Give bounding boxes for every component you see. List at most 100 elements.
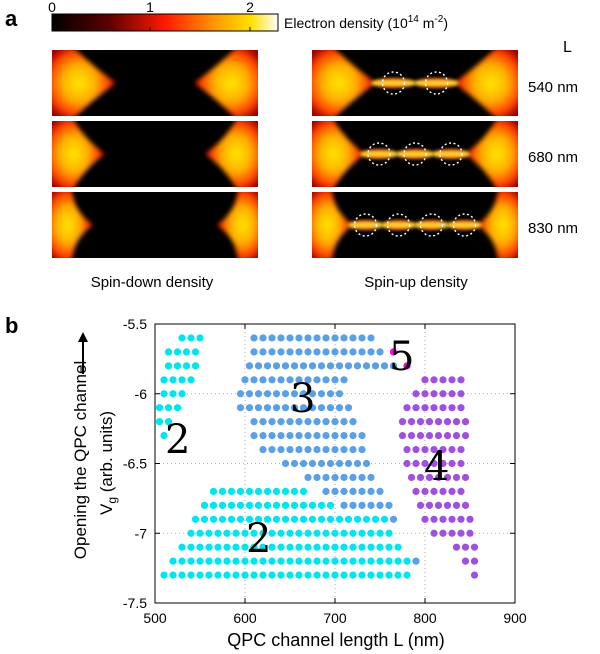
data-point	[421, 515, 429, 523]
localized-spot	[447, 220, 482, 230]
series-4	[398, 376, 479, 579]
data-point	[259, 557, 267, 565]
data-point	[164, 404, 173, 412]
data-point	[304, 529, 312, 537]
data-point	[259, 376, 267, 384]
data-point	[164, 418, 173, 426]
region-label-5: 5	[389, 334, 414, 380]
data-point	[385, 543, 393, 551]
y-tick-label: -5.5	[123, 316, 147, 332]
data-point	[376, 501, 384, 509]
data-point	[335, 404, 344, 412]
y-tick-label: -7.5	[123, 595, 147, 611]
data-point	[299, 390, 308, 398]
data-point	[322, 334, 330, 342]
data-point	[403, 571, 411, 579]
data-point	[430, 515, 438, 523]
data-point	[326, 459, 335, 468]
data-point	[250, 432, 258, 440]
data-point	[182, 362, 191, 370]
data-point	[331, 543, 339, 551]
data-point	[349, 571, 357, 579]
data-point	[304, 445, 312, 454]
data-point	[358, 571, 366, 579]
data-point	[389, 348, 398, 356]
data-point	[277, 348, 285, 356]
data-point	[331, 529, 339, 537]
data-point	[380, 515, 389, 523]
data-point	[416, 418, 425, 426]
data-point	[250, 334, 258, 342]
y-tick-label: -7	[135, 525, 148, 541]
data-point	[461, 473, 470, 482]
data-point	[322, 529, 330, 537]
data-point	[457, 515, 465, 523]
data-point	[344, 459, 353, 468]
data-point	[457, 376, 465, 384]
data-point	[295, 571, 303, 579]
data-point	[304, 376, 312, 384]
data-point	[299, 501, 308, 509]
data-point	[313, 334, 321, 342]
data-point	[223, 529, 231, 537]
data-point	[443, 418, 452, 426]
data-point	[335, 459, 344, 468]
data-point	[461, 432, 470, 440]
x-tick-label: 800	[413, 610, 437, 626]
data-point	[340, 432, 348, 440]
data-point	[430, 404, 438, 412]
data-point	[340, 473, 348, 482]
data-point	[295, 432, 303, 440]
density-map-spin-up-2	[312, 121, 518, 187]
data-point	[223, 571, 231, 579]
data-point	[470, 557, 479, 565]
length-label-680: 680 nm	[528, 149, 578, 166]
data-point	[313, 445, 321, 454]
length-label-540: 540 nm	[528, 79, 578, 96]
localized-spot	[414, 220, 449, 230]
data-point	[358, 432, 366, 440]
data-point	[349, 432, 357, 440]
data-point	[259, 418, 267, 426]
scatter-plot: 500 600 700 800 900-5.5-6-6.5-7-7.5 2 3 5 2 …	[71, 316, 527, 650]
data-point	[241, 376, 249, 384]
data-point	[358, 557, 366, 565]
data-point	[376, 487, 384, 495]
data-point	[416, 501, 425, 509]
data-point	[286, 543, 294, 551]
data-point	[349, 418, 357, 426]
data-point	[421, 404, 429, 412]
data-point	[263, 515, 272, 523]
x-axis-label: QPC channel length L (nm)	[227, 630, 444, 650]
data-point	[191, 515, 200, 523]
data-point	[367, 487, 375, 495]
data-point	[263, 501, 272, 509]
data-point	[286, 348, 294, 356]
data-point	[430, 459, 438, 468]
data-point	[313, 376, 321, 384]
data-point	[214, 571, 222, 579]
data-point	[385, 501, 393, 509]
dotted-circle	[381, 71, 406, 95]
data-point	[295, 543, 303, 551]
data-point	[340, 529, 348, 537]
data-point	[241, 529, 249, 537]
panel-a-label: a	[5, 6, 18, 31]
data-point	[187, 376, 195, 384]
data-point	[259, 334, 267, 342]
density-map-spin-down-1	[52, 50, 258, 116]
data-point	[209, 487, 218, 495]
data-point	[331, 487, 339, 495]
data-point	[317, 362, 326, 370]
data-point	[155, 404, 164, 412]
data-point	[331, 376, 339, 384]
data-point	[295, 418, 303, 426]
data-point	[299, 459, 308, 468]
data-point	[358, 529, 366, 537]
data-point	[331, 432, 339, 440]
data-point	[335, 515, 344, 523]
data-point	[308, 501, 317, 509]
data-point	[430, 390, 438, 398]
data-point	[461, 501, 470, 509]
